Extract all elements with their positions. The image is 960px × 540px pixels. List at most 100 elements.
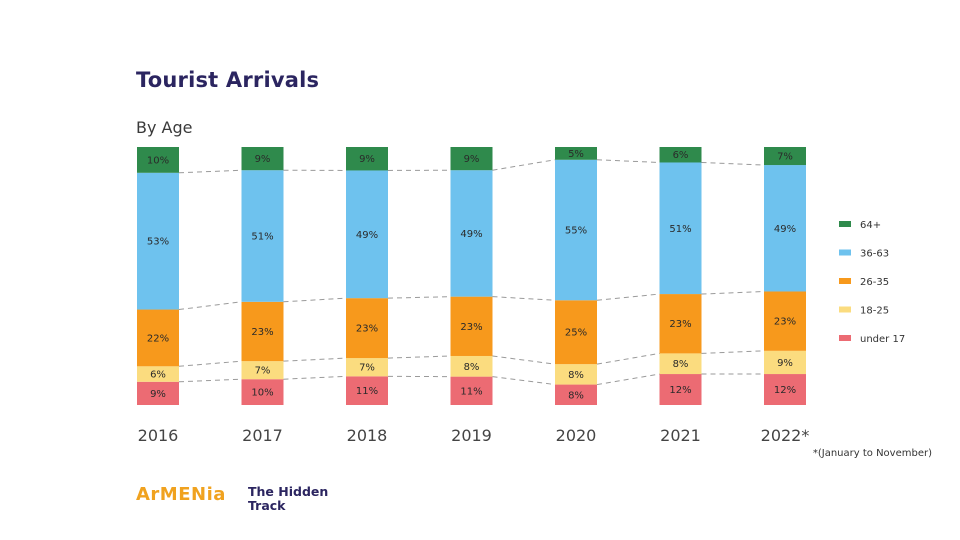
bar-segment-64plus-2021	[659, 147, 702, 163]
bar-segment-under-17-2018	[346, 376, 388, 405]
bar-segment-36-63-2016	[137, 172, 179, 310]
bar-segment-18-25-2018	[346, 358, 388, 377]
data-label: 25%	[565, 328, 587, 339]
data-label: 9%	[255, 154, 271, 165]
x-axis-labels: 2016 2017 2018 2019 2020 2021 2022*	[138, 426, 810, 445]
legend: 64+ 36-63 26-35 18-25 under 17	[839, 220, 905, 345]
legend-label: 18-25	[860, 306, 889, 317]
bar-segment-26-35-2021	[659, 294, 702, 354]
bar-segment-26-35-2020	[555, 300, 597, 365]
connector-line	[178, 378, 242, 383]
data-label: 12%	[669, 385, 691, 396]
x-tick-label: 2019	[451, 426, 492, 445]
x-tick-label: 2020	[556, 426, 597, 445]
bar-segment-36-63-2020	[555, 159, 597, 301]
connector-line	[596, 293, 660, 301]
connector-line	[283, 297, 347, 303]
chart-subtitle: By Age	[136, 118, 193, 137]
data-label: 10%	[251, 388, 273, 399]
connector-line	[596, 352, 660, 365]
bars: 9% 6% 22% 53% 10% 10% 7% 23% 51% 9% 11% 7% 23% 49% 9% 1…	[137, 147, 806, 405]
x-tick-label: 2022*	[761, 426, 810, 445]
data-label: 49%	[356, 230, 378, 241]
connector-line	[596, 373, 660, 386]
bar-segment-26-35-2019	[450, 296, 493, 356]
bar-segment-under-17-2017	[241, 379, 284, 405]
bar-segment-18-25-2016	[137, 366, 179, 382]
bar-segment-36-63-2022	[764, 165, 806, 292]
data-label: 7%	[255, 366, 271, 377]
data-label: 51%	[669, 224, 691, 235]
bar-segment-64plus-2019	[450, 147, 493, 171]
data-label: 49%	[774, 224, 796, 235]
connector-line	[492, 355, 556, 365]
connector-line	[387, 355, 451, 359]
chart-title: Tourist Arrivals	[136, 68, 320, 92]
legend-swatch	[839, 249, 851, 256]
bar-segment-18-25-2022	[764, 350, 806, 375]
data-label: 7%	[359, 363, 375, 374]
connector-line	[701, 290, 765, 295]
connector-line	[283, 375, 347, 380]
data-label: 8%	[464, 362, 480, 373]
tagline-line2: Track	[248, 498, 286, 513]
legend-swatch	[839, 221, 851, 227]
legend-label: 26-35	[860, 277, 889, 288]
data-label: 8%	[568, 390, 584, 401]
data-label: 23%	[460, 322, 482, 333]
data-label: 6%	[150, 370, 166, 381]
data-label: 53%	[147, 237, 169, 248]
legend-label: 36-63	[860, 249, 889, 260]
bar-segment-26-35-2022	[764, 291, 806, 351]
data-label: 8%	[568, 370, 584, 381]
armenia-logo: ArMENia	[136, 484, 226, 505]
connector-line	[701, 161, 765, 166]
bar-segment-36-63-2019	[450, 170, 493, 297]
data-label: 49%	[460, 229, 482, 240]
data-label: 9%	[777, 358, 793, 369]
connector-line	[178, 360, 242, 367]
legend-label: under 17	[860, 334, 905, 345]
x-tick-label: 2016	[138, 426, 179, 445]
bar-segment-18-25-2017	[241, 361, 284, 380]
bar-segment-26-35-2017	[241, 301, 284, 362]
connector-line	[492, 376, 556, 386]
data-label: 11%	[460, 386, 482, 397]
connector-line	[178, 169, 242, 174]
data-label: 9%	[464, 154, 480, 165]
data-label: 51%	[251, 232, 273, 243]
connector-line	[283, 357, 347, 362]
data-label: 23%	[251, 327, 273, 338]
bar-segment-36-63-2017	[241, 170, 284, 302]
data-label: 23%	[356, 324, 378, 335]
data-label: 6%	[673, 150, 689, 161]
data-label: 7%	[777, 152, 793, 163]
data-label: 10%	[147, 155, 169, 166]
tagline: The Hidden Track	[248, 485, 328, 513]
bar-segment-18-25-2019	[450, 355, 493, 377]
legend-swatch	[839, 278, 851, 284]
data-label: 5%	[568, 149, 584, 160]
bar-segment-18-25-2021	[659, 353, 702, 375]
x-tick-label: 2018	[347, 426, 388, 445]
bar-segment-26-35-2018	[346, 298, 388, 359]
connector-line	[596, 159, 660, 163]
x-tick-label: 2017	[242, 426, 283, 445]
tagline-line1: The Hidden	[248, 484, 329, 499]
bar-segment-26-35-2016	[137, 309, 179, 367]
data-label: 22%	[147, 333, 169, 344]
legend-swatch	[839, 335, 851, 341]
data-label: 23%	[669, 319, 691, 330]
bar-segment-36-63-2021	[659, 162, 702, 295]
bar-segment-64plus-2018	[346, 147, 388, 171]
bar-segment-under-17-2022	[764, 374, 806, 405]
connector-line	[178, 301, 242, 311]
bar-segment-under-17-2021	[659, 374, 702, 405]
bar-segment-64plus-2022	[764, 147, 806, 166]
connector-line	[387, 296, 451, 299]
data-label: 8%	[673, 359, 689, 370]
data-label: 23%	[774, 317, 796, 328]
connector-lines	[178, 159, 765, 386]
bar-segment-under-17-2016	[137, 381, 179, 405]
